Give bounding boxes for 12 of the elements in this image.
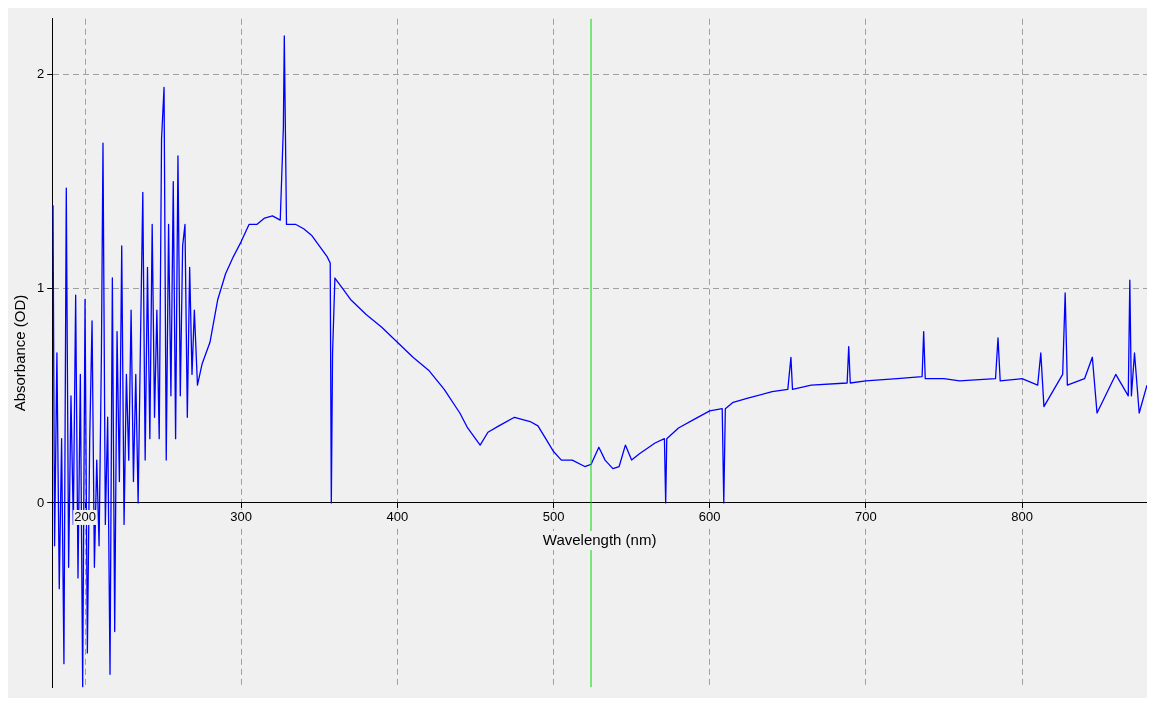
y-tick-label: 2 xyxy=(37,66,45,82)
y-tick-label: 0 xyxy=(37,494,45,510)
x-tick-label: 600 xyxy=(698,509,721,525)
x-tick-label: 200 xyxy=(74,509,96,525)
x-tick-label: 800 xyxy=(1011,509,1033,525)
y-tick-label: 1 xyxy=(37,280,45,296)
x-tick-label: 400 xyxy=(386,509,409,525)
x-tick-label: 300 xyxy=(230,509,253,525)
y-axis-title: Absorbance (OD) xyxy=(11,294,29,412)
x-tick-label: 700 xyxy=(855,509,877,525)
x-tick-label: 500 xyxy=(542,509,565,525)
x-axis-title: Wavelength (nm) xyxy=(542,530,657,548)
